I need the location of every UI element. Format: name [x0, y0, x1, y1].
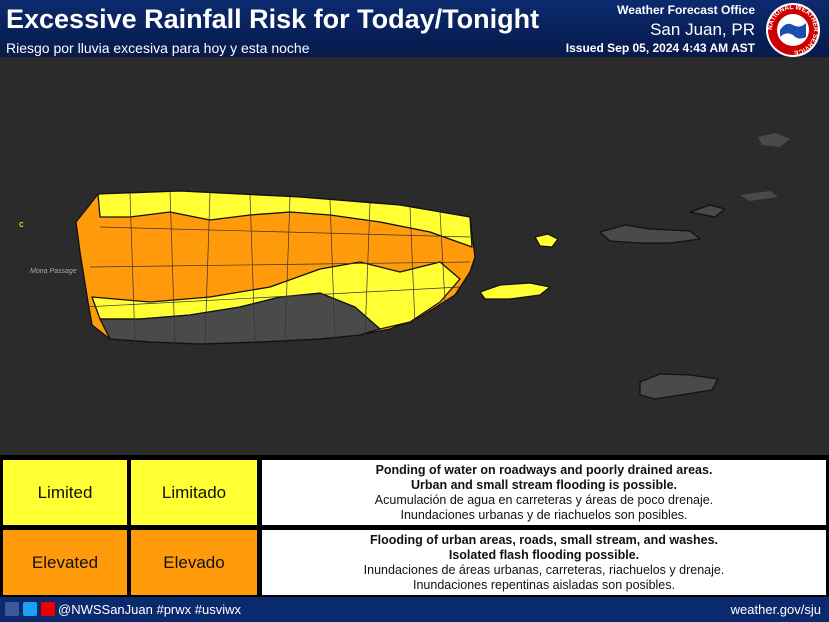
desc-es: Inundaciones urbanas y de riachuelos son… [400, 507, 688, 522]
footer: @NWSSanJuan #prwx #usviwx weather.gov/sj… [0, 597, 829, 622]
youtube-icon[interactable] [41, 602, 55, 616]
none-area [99, 292, 381, 345]
municipal-lines [84, 190, 471, 345]
office-block: Weather Forecast Office San Juan, PR Iss… [566, 3, 755, 56]
legend-description: Flooding of urban areas, roads, small st… [262, 530, 826, 595]
legend-level-es: Elevado [131, 530, 257, 595]
mona-passage: Mona Passage [30, 268, 77, 275]
website[interactable]: weather.gov/sju [730, 602, 821, 617]
issued: Issued Sep 05, 2024 4:43 AM AST [565, 40, 755, 55]
desc-en: Isolated flash flooding possible. [448, 547, 640, 562]
legend-level: Elevated [3, 530, 127, 595]
desc-es: Inundaciones repentinas aisladas son pos… [413, 577, 675, 592]
legend-level: Limited [3, 460, 127, 525]
legend-level-es: Limitado [131, 460, 257, 525]
islet [689, 204, 726, 218]
culebra [534, 233, 559, 248]
desc-en: Urban and small stream flooding is possi… [410, 477, 678, 492]
legend-description: Ponding of water on roadways and poorly … [262, 460, 826, 525]
anegada [758, 133, 790, 147]
facebook-icon[interactable] [5, 602, 19, 616]
nws-logo: NATIONAL WEATHER SERVICE [766, 3, 820, 57]
twitter-icon[interactable] [23, 602, 37, 616]
desc-en: Ponding of water on roadways and poorly … [375, 462, 713, 477]
desc-es: Acumulación de agua en carreteras y área… [374, 492, 714, 507]
map: Mona Passage c [0, 57, 829, 455]
logo-mark [780, 23, 806, 39]
limited-north [97, 190, 473, 248]
office-label: Weather Forecast Office [617, 3, 755, 17]
social-handle: @NWSSanJuan #prwx #usviwx [58, 602, 241, 617]
vieques [479, 282, 551, 300]
legend: Limited Limitado Ponding of water on roa… [0, 455, 829, 597]
desc-en: Flooding of urban areas, roads, small st… [369, 532, 719, 547]
title: Excessive Rainfall Risk for Today/Tonigh… [6, 4, 540, 34]
st-thomas-st-john [599, 224, 701, 244]
desc-es: Inundaciones de áreas urbanas, carretera… [363, 562, 725, 577]
mona-island: c [19, 219, 24, 229]
virgin-gorda [740, 191, 778, 201]
header: Excessive Rainfall Risk for Today/Tonigh… [0, 0, 829, 57]
office-city: San Juan, PR [650, 19, 755, 39]
st-croix [639, 373, 719, 400]
subtitle: Riesgo por lluvia excesiva para hoy y es… [6, 40, 310, 56]
